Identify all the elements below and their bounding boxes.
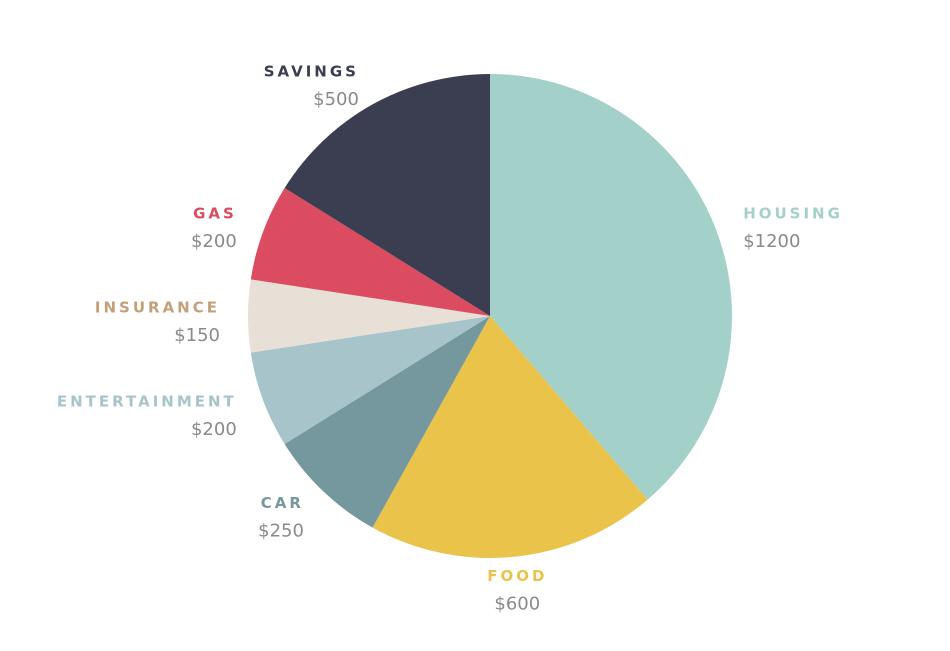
pie-slice (284, 74, 490, 316)
value-label: $150 (174, 325, 220, 346)
pie-slice (247, 279, 490, 353)
slice-label: CAR (261, 494, 304, 512)
pie-slice (490, 74, 732, 500)
value-label: $1200 (743, 231, 800, 252)
pie-slice (250, 316, 490, 445)
value-label: $250 (258, 521, 304, 542)
pie-slice (372, 316, 648, 558)
pie-slice (284, 316, 490, 528)
slice-label: GAS (193, 205, 237, 223)
slice-label: FOOD (487, 567, 547, 585)
slice-label: INSURANCE (95, 299, 220, 317)
pie-slice (250, 187, 490, 316)
slice-label: SAVINGS (264, 62, 359, 80)
value-label: $600 (494, 594, 540, 615)
value-label: $500 (313, 89, 359, 110)
slice-label: HOUSING (743, 205, 843, 223)
value-label: $200 (191, 419, 237, 440)
value-label: $200 (191, 231, 237, 252)
slice-label: ENTERTAINMENT (57, 392, 237, 410)
